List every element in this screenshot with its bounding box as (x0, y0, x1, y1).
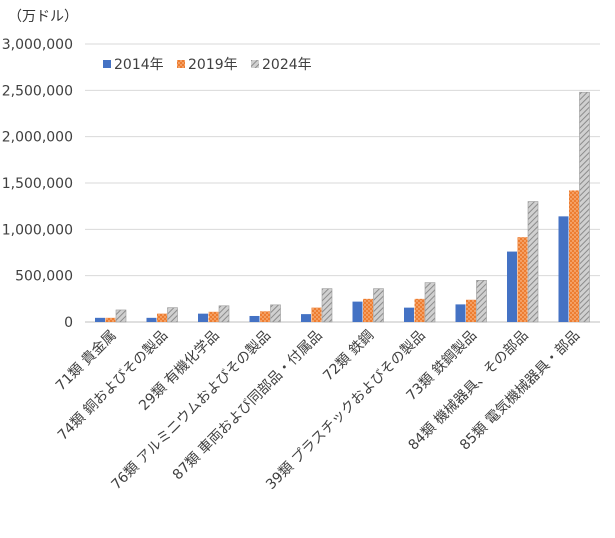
bar-2024 (321, 288, 333, 323)
bars (95, 91, 590, 323)
bar-2024 (270, 304, 281, 323)
bar-2014 (507, 251, 517, 322)
legend-swatch-2014 (103, 60, 111, 68)
y-tick-label: 1,500,000 (2, 176, 73, 192)
bar-2019 (414, 298, 425, 322)
bar-2014 (249, 315, 260, 322)
bar-2014 (146, 317, 157, 322)
bar-2014 (301, 314, 311, 322)
bar-2019 (569, 190, 579, 322)
legend-swatch-2024 (251, 60, 259, 68)
bar-2019 (157, 313, 167, 322)
legend-swatch-2019 (177, 60, 185, 68)
bar-2024 (579, 91, 590, 323)
bar-2024 (424, 282, 436, 323)
y-tick-label: 0 (64, 315, 73, 331)
y-tick-label: 3,000,000 (2, 37, 73, 53)
bar-2024 (527, 201, 539, 323)
bar-2019 (311, 307, 322, 322)
y-tick-label: 500,000 (15, 269, 73, 285)
bar-2024 (218, 305, 230, 323)
legend: 2014年 2019年 2024年 (103, 57, 312, 73)
y-tick-label: 1,000,000 (2, 222, 73, 238)
bar-2024 (115, 309, 127, 323)
bar-2024 (167, 307, 178, 323)
bar-2019 (517, 237, 528, 322)
legend-label: 2014年 (114, 57, 164, 73)
bar-2024 (476, 279, 487, 323)
legend-label: 2024年 (262, 57, 312, 73)
bar-2024 (373, 288, 384, 323)
bar-2019 (466, 299, 476, 322)
bar-2019 (105, 317, 116, 322)
bar-2014 (198, 313, 208, 322)
bar-2014 (558, 216, 569, 322)
y-axis-ticks: 0 500,000 1,000,000 1,500,000 2,000,000 2,500… (2, 37, 73, 331)
bar-2014 (455, 304, 466, 322)
bar-2019 (260, 311, 270, 322)
legend-label: 2019年 (188, 57, 238, 73)
y-tick-label: 2,000,000 (2, 130, 73, 146)
bar-2014 (352, 301, 363, 322)
bar-2014 (404, 307, 414, 322)
bar-2019 (208, 311, 219, 322)
bar-2014 (95, 317, 105, 322)
y-tick-label: 2,500,000 (2, 83, 73, 99)
bar-2019 (363, 298, 373, 322)
y-axis-unit-label: （万ドル） (8, 9, 78, 25)
